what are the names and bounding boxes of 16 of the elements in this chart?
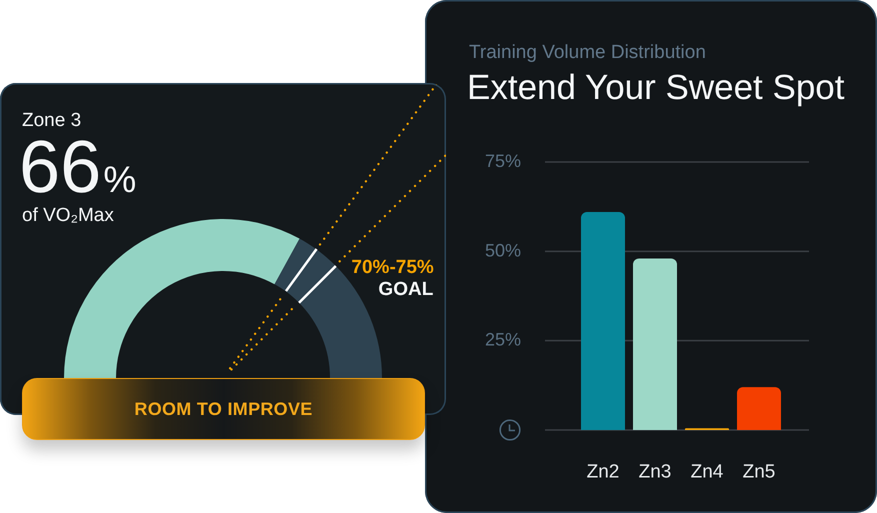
x-tick-label: Zn2 [586, 462, 620, 483]
text: of VO₂Max [22, 205, 114, 226]
x-tick-label: Zn3 [638, 462, 672, 483]
bar [581, 212, 625, 430]
y-tick-label: 25% [484, 330, 521, 350]
bar [633, 258, 677, 430]
slice-label: 70%-75% [351, 256, 434, 278]
bar [737, 387, 781, 430]
chart-title: Extend Your Sweet Spot [467, 68, 844, 107]
pill-badge: ROOM TO IMPROVE [22, 378, 425, 440]
y-tick-label: 50% [484, 240, 521, 260]
x-tick-label: Zn5 [742, 462, 776, 483]
y-tick-label: 75% [484, 150, 521, 171]
chart-subtitle: Training Volume Distribution [469, 42, 706, 63]
text: GOAL [378, 278, 434, 300]
x-tick-label: Zn4 [690, 462, 724, 483]
